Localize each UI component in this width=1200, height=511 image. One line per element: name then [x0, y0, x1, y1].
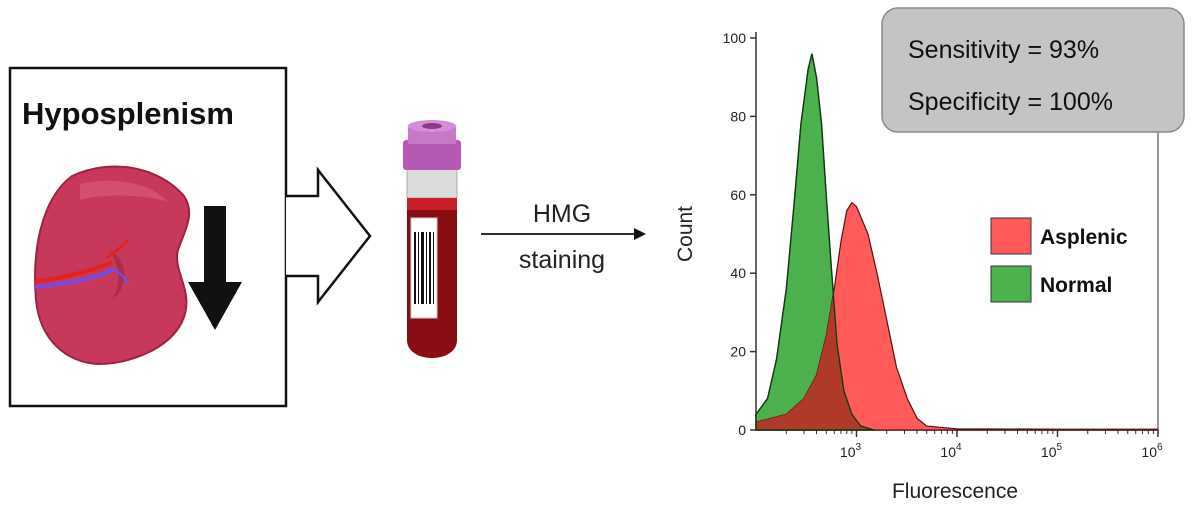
- x-tick-exponent: 3: [856, 442, 862, 453]
- flow-arrow-icon: [286, 166, 372, 306]
- x-tick-base: 10: [940, 444, 956, 460]
- x-tick-base: 10: [1141, 444, 1157, 460]
- x-tick-label: 104: [940, 442, 962, 460]
- spleen-icon: [33, 165, 190, 366]
- x-tick-label: 106: [1141, 442, 1163, 460]
- series-normal-outline: [755, 53, 875, 431]
- x-axis-label: Fluorescence: [892, 480, 1018, 503]
- legend-swatch-asplenic: [990, 217, 1032, 255]
- y-tick-label: 60: [730, 187, 746, 203]
- stats-box: Sensitivity = 93% Specificity = 100%: [881, 7, 1185, 133]
- process-arrowhead-icon: [634, 228, 646, 240]
- specificity-label: Specificity = 100%: [908, 88, 1113, 116]
- decrease-arrow-icon: [188, 206, 242, 330]
- x-tick-base: 10: [840, 444, 856, 460]
- process-label-line2: staining: [519, 246, 605, 274]
- y-tick-label: 80: [730, 108, 746, 124]
- y-axis-label: Count: [674, 206, 697, 262]
- process-label-line1: HMG: [533, 200, 591, 228]
- y-tick-label: 20: [730, 344, 746, 360]
- x-tick-label: 103: [840, 442, 862, 460]
- y-tick-label: 40: [730, 265, 746, 281]
- x-tick-exponent: 5: [1057, 442, 1063, 453]
- y-ticks: 0 20 40 60 80 100: [723, 30, 756, 438]
- x-ticks: 103 104 105 106: [785, 430, 1163, 460]
- legend-label-normal: Normal: [1040, 274, 1112, 297]
- series-layer: [755, 53, 1159, 431]
- series-asplenic-area: [755, 201, 1159, 431]
- y-tick-label: 0: [738, 422, 746, 438]
- blood-tube-icon: [403, 120, 461, 358]
- legend-label-asplenic: Asplenic: [1040, 226, 1128, 249]
- x-tick-exponent: 4: [956, 442, 962, 453]
- x-tick-exponent: 6: [1157, 442, 1163, 453]
- hyposplenism-title: Hyposplenism: [22, 96, 234, 131]
- y-tick-label: 100: [723, 30, 747, 46]
- sensitivity-label: Sensitivity = 93%: [908, 36, 1099, 64]
- x-tick-base: 10: [1041, 444, 1057, 460]
- x-tick-label: 105: [1041, 442, 1063, 460]
- legend: Asplenic Normal: [990, 217, 1128, 303]
- legend-swatch-normal: [990, 265, 1032, 303]
